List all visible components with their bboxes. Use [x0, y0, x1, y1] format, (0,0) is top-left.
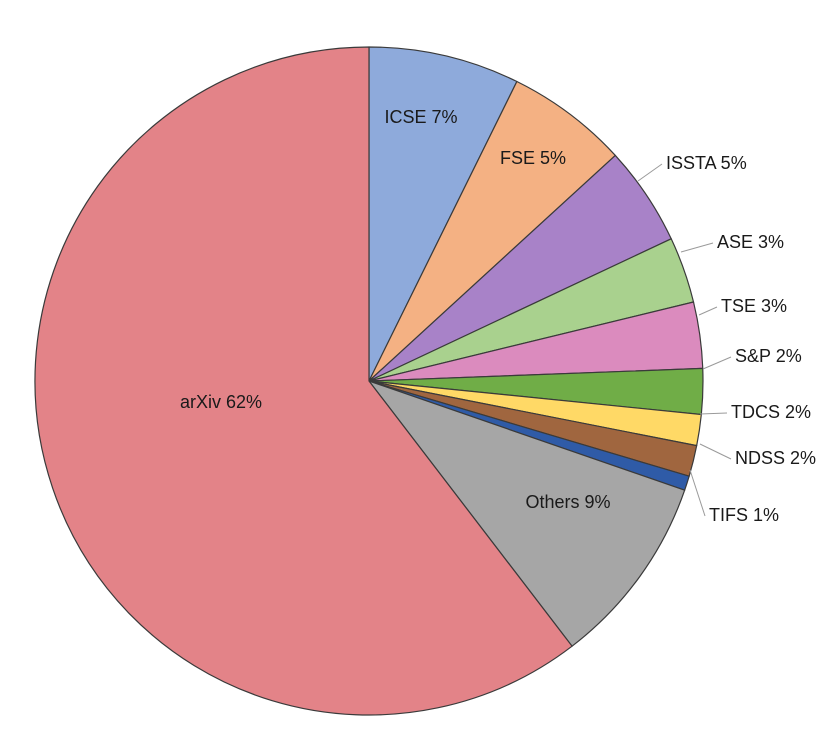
- pie-slice-icse: [368, 46, 518, 382]
- pie-label-fse: FSE 5%: [500, 148, 566, 168]
- pie-label-tdcs: TDCS 2%: [731, 402, 811, 422]
- pie-label-tse: TSE 3%: [721, 296, 787, 316]
- pie-label-icse: ICSE 7%: [384, 107, 457, 127]
- pie-slice-arxiv: [34, 46, 573, 716]
- leader-line-tifs: [689, 469, 706, 517]
- pie-label-issta: ISSTA 5%: [666, 153, 747, 173]
- leader-line-s-p: [702, 356, 732, 370]
- pie-label-tifs: TIFS 1%: [709, 505, 779, 525]
- pie-label-arxiv: arXiv 62%: [180, 392, 262, 412]
- pie-label-ndss: NDSS 2%: [735, 448, 816, 468]
- pie-slice-fse: [368, 80, 616, 382]
- leader-line-ase: [680, 242, 714, 253]
- pie-label-s-p: S&P 2%: [735, 346, 802, 366]
- pie-label-ase: ASE 3%: [717, 232, 784, 252]
- pie-labels: ICSE 7% FSE 5% ISSTA 5% ASE 3% TSE 3% S&P 2% T…: [180, 107, 816, 525]
- pie-slice-others: [368, 380, 686, 647]
- leader-line-ndss: [699, 443, 732, 460]
- pie-slices: [34, 46, 704, 716]
- leader-line-issta: [637, 163, 663, 182]
- leader-line-tse: [698, 306, 718, 316]
- leader-line-tdcs: [699, 412, 728, 415]
- pie-label-others: Others 9%: [525, 492, 610, 512]
